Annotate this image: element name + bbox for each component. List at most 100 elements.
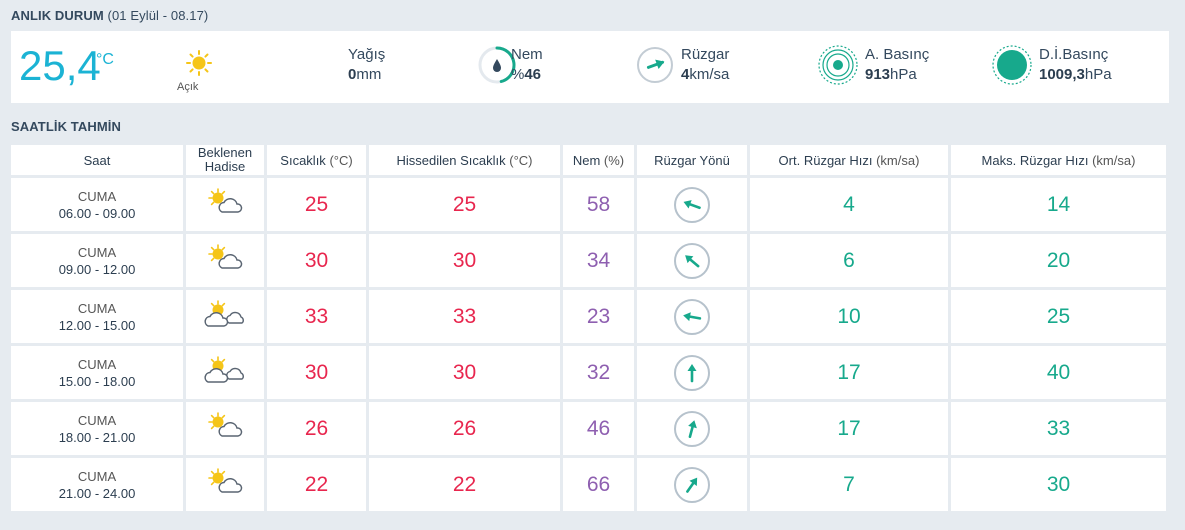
temperature-cell: 26 — [267, 402, 366, 455]
avg-wind-cell: 10 — [750, 290, 948, 343]
current-conditions-card: 25,4 °C Açık Yağış 0mm Nem %46 — [11, 31, 1169, 103]
current-title-text: ANLIK DURUM — [11, 8, 104, 23]
humidity-prefix: % — [511, 66, 525, 83]
table-header-row: Saat Beklenen Hadise Sıcaklık (°C) Hisse… — [11, 145, 1166, 175]
header-humidity: Nem (%) — [563, 145, 634, 175]
time-cell: CUMA 12.00 - 15.00 — [11, 290, 183, 343]
avg-wind-cell: 17 — [750, 346, 948, 399]
avg-wind-cell: 6 — [750, 234, 948, 287]
header-event-line2: Hadise — [204, 159, 246, 174]
precipitation-label: Yağış — [348, 46, 386, 63]
feels-like-cell: 30 — [369, 234, 560, 287]
temperature-cell: 33 — [267, 290, 366, 343]
header-max-wind-label: Maks. Rüzgar Hızı — [981, 152, 1089, 168]
humidity-cell: 66 — [563, 458, 634, 511]
wind-direction-cell — [637, 402, 747, 455]
partly-cloudy-icon — [205, 468, 245, 501]
header-max-wind-unit: (km/sa) — [1092, 152, 1136, 168]
wind-direction-arrow-icon — [674, 354, 710, 391]
time-cell: CUMA 09.00 - 12.00 — [11, 234, 183, 287]
wind-direction-cell — [637, 234, 747, 287]
header-event: Beklenen Hadise — [186, 145, 264, 175]
wind-value: 4 — [681, 66, 690, 83]
table-row: CUMA 12.00 - 15.00 33 33 23 10 25 — [11, 290, 1166, 343]
header-avg-wind-label: Ort. Rüzgar Hızı — [778, 152, 873, 168]
header-time: Saat — [11, 145, 183, 175]
wind-direction-cell — [637, 346, 747, 399]
header-avg-wind-unit: (km/sa) — [876, 152, 920, 168]
temperature-cell: 25 — [267, 178, 366, 231]
wind-direction-arrow-icon — [674, 466, 710, 503]
humidity-cell: 23 — [563, 290, 634, 343]
pressure-label: A. Basınç — [865, 46, 930, 63]
precipitation-unit: mm — [356, 66, 382, 83]
precipitation-value: 0 — [348, 66, 357, 83]
time-range: 15.00 - 18.00 — [58, 373, 136, 389]
hourly-forecast-title: SAATLİK TAHMİN — [11, 119, 121, 134]
wind-unit: km/sa — [689, 66, 730, 83]
humidity-cell: 58 — [563, 178, 634, 231]
time-range: 21.00 - 24.00 — [58, 485, 136, 501]
wind-direction-cell — [637, 458, 747, 511]
max-wind-cell: 14 — [951, 178, 1166, 231]
sea-pressure-value: 1009,3 — [1039, 66, 1085, 83]
event-cell — [186, 458, 264, 511]
header-temp-label: Sıcaklık — [280, 152, 326, 168]
avg-wind-cell: 17 — [750, 402, 948, 455]
day-label: CUMA — [77, 412, 117, 428]
mostly-cloudy-icon — [203, 356, 247, 389]
pressure-icon — [817, 44, 859, 91]
table-row: CUMA 09.00 - 12.00 30 30 34 6 20 — [11, 234, 1166, 287]
header-max-wind: Maks. Rüzgar Hızı (km/sa) — [951, 145, 1166, 175]
current-conditions-title: ANLIK DURUM (01 Eylül - 08.17) — [11, 8, 208, 23]
feels-like-cell: 25 — [369, 178, 560, 231]
feels-like-cell: 30 — [369, 346, 560, 399]
max-wind-cell: 25 — [951, 290, 1166, 343]
hourly-forecast-table: Saat Beklenen Hadise Sıcaklık (°C) Hisse… — [8, 142, 1169, 514]
time-range: 09.00 - 12.00 — [58, 261, 136, 277]
wind: Rüzgar 4km/sa — [681, 45, 729, 85]
sea-pressure-unit: hPa — [1084, 66, 1112, 83]
time-cell: CUMA 21.00 - 24.00 — [11, 458, 183, 511]
header-humidity-label: Nem — [572, 152, 601, 168]
humidity-cell: 32 — [563, 346, 634, 399]
table-row: CUMA 21.00 - 24.00 22 22 66 7 30 — [11, 458, 1166, 511]
wind-direction-arrow-icon — [674, 298, 710, 335]
wind-direction-cell — [637, 178, 747, 231]
humidity-cell: 46 — [563, 402, 634, 455]
temperature-cell: 30 — [267, 346, 366, 399]
humidity-label: Nem — [511, 46, 543, 63]
time-cell: CUMA 06.00 - 09.00 — [11, 178, 183, 231]
table-row: CUMA 15.00 - 18.00 30 30 32 17 40 — [11, 346, 1166, 399]
day-label: CUMA — [77, 188, 117, 204]
event-cell — [186, 346, 264, 399]
event-cell — [186, 402, 264, 455]
day-label: CUMA — [77, 300, 117, 316]
header-feels-like: Hissedilen Sıcaklık (°C) — [369, 145, 560, 175]
humidity-gauge-icon — [477, 45, 517, 90]
wind-direction-icon — [635, 45, 675, 90]
feels-like-cell: 22 — [369, 458, 560, 511]
current-temperature: 25,4 — [19, 42, 101, 89]
pressure: A. Basınç 913hPa — [865, 45, 929, 85]
header-feels-label: Hissedilen Sıcaklık — [396, 152, 506, 168]
humidity-value: 46 — [524, 66, 542, 83]
partly-cloudy-icon — [205, 412, 245, 445]
time-cell: CUMA 15.00 - 18.00 — [11, 346, 183, 399]
time-cell: CUMA 18.00 - 21.00 — [11, 402, 183, 455]
temperature-cell: 22 — [267, 458, 366, 511]
condition-label: Açık — [177, 81, 199, 93]
max-wind-cell: 33 — [951, 402, 1166, 455]
event-cell — [186, 290, 264, 343]
avg-wind-cell: 4 — [750, 178, 948, 231]
header-temp-unit: (°C) — [329, 152, 353, 168]
avg-wind-cell: 7 — [750, 458, 948, 511]
feels-like-cell: 26 — [369, 402, 560, 455]
wind-direction-arrow-icon — [674, 242, 710, 279]
humidity-cell: 34 — [563, 234, 634, 287]
current-timestamp: (01 Eylül - 08.17) — [107, 8, 209, 23]
day-label: CUMA — [77, 468, 117, 484]
header-temperature: Sıcaklık (°C) — [267, 145, 366, 175]
partly-cloudy-icon — [205, 244, 245, 277]
sea-level-pressure-icon — [991, 44, 1033, 91]
